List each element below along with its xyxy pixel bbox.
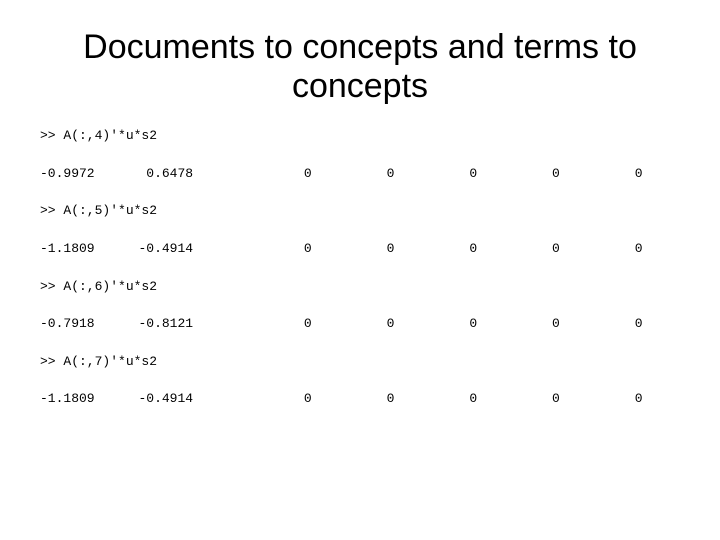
- value-cell: 0: [597, 166, 680, 182]
- result-row: -1.1809 -0.4914 0 0 0 0 0: [40, 241, 680, 257]
- value-cell: 0: [515, 166, 598, 182]
- matlab-output: >> A(:,4)'*u*s2 -0.9972 0.6478 0 0 0 0 0…: [40, 128, 680, 407]
- value-cell: 0: [266, 241, 349, 257]
- value-cell: 0: [515, 391, 598, 407]
- value-cell: -0.7918: [40, 316, 138, 332]
- value-cell: -0.9972: [40, 166, 138, 182]
- value-cell: -0.4914: [138, 391, 266, 407]
- value-cell: 0: [266, 316, 349, 332]
- value-cell: 0: [432, 316, 515, 332]
- value-cell: 0: [349, 166, 432, 182]
- value-cell: 0: [349, 241, 432, 257]
- value-cell: 0: [432, 241, 515, 257]
- value-cell: 0: [432, 391, 515, 407]
- command-line: >> A(:,5)'*u*s2: [40, 203, 680, 219]
- slide-title: Documents to concepts and terms to conce…: [40, 28, 680, 106]
- command-line: >> A(:,7)'*u*s2: [40, 354, 680, 370]
- value-cell: 0: [349, 391, 432, 407]
- value-cell: 0: [432, 166, 515, 182]
- value-cell: 0: [597, 316, 680, 332]
- value-cell: 0: [266, 166, 349, 182]
- value-cell: 0.6478: [138, 166, 266, 182]
- value-cell: 0: [515, 241, 598, 257]
- value-cell: -1.1809: [40, 391, 138, 407]
- command-line: >> A(:,4)'*u*s2: [40, 128, 680, 144]
- value-cell: -1.1809: [40, 241, 138, 257]
- value-cell: 0: [349, 316, 432, 332]
- slide: Documents to concepts and terms to conce…: [0, 0, 720, 540]
- value-cell: 0: [597, 241, 680, 257]
- result-row: -0.9972 0.6478 0 0 0 0 0: [40, 166, 680, 182]
- value-cell: 0: [597, 391, 680, 407]
- result-row: -1.1809 -0.4914 0 0 0 0 0: [40, 391, 680, 407]
- value-cell: -0.8121: [138, 316, 266, 332]
- command-line: >> A(:,6)'*u*s2: [40, 279, 680, 295]
- value-cell: -0.4914: [138, 241, 266, 257]
- value-cell: 0: [515, 316, 598, 332]
- value-cell: 0: [266, 391, 349, 407]
- result-row: -0.7918 -0.8121 0 0 0 0 0: [40, 316, 680, 332]
